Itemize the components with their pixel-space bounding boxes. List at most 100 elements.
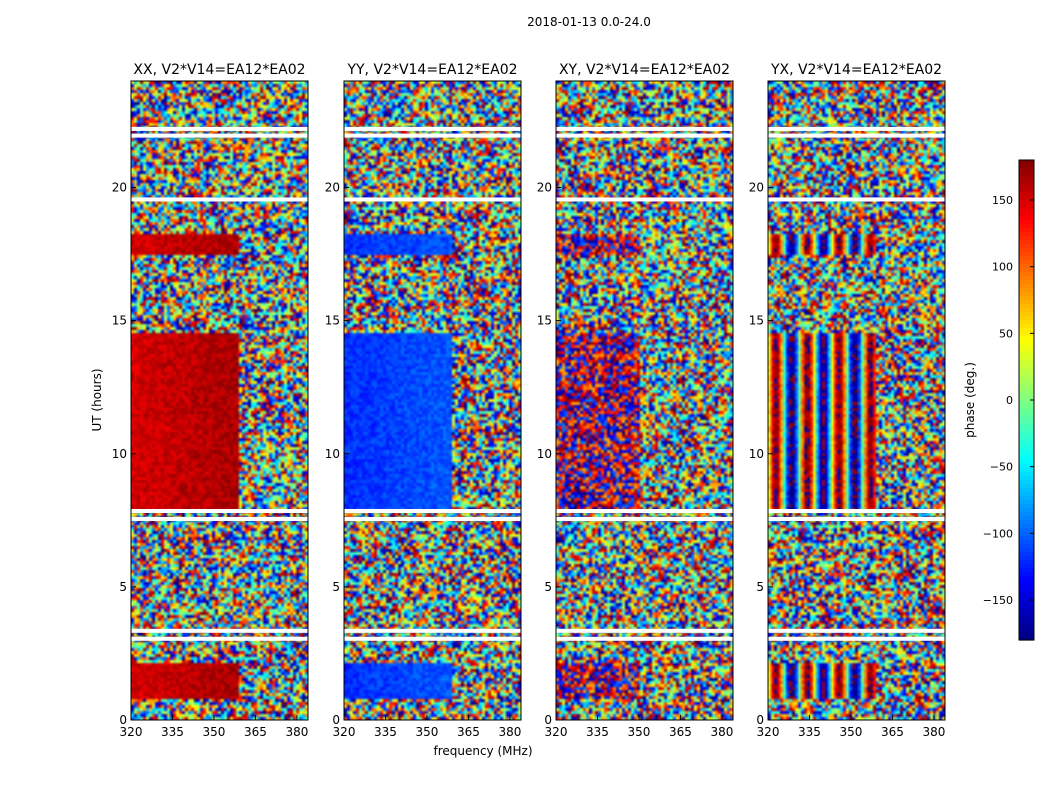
colorbar-segment xyxy=(1019,344,1034,349)
plot-frame xyxy=(555,80,734,721)
colorbar-segment xyxy=(1019,424,1034,429)
flagged-row xyxy=(131,508,308,513)
colorbar-segment xyxy=(1019,296,1034,301)
colorbar-segment xyxy=(1019,448,1034,453)
plot-frame xyxy=(130,80,309,721)
y-tick-label: 20 xyxy=(537,181,552,195)
flagged-row xyxy=(768,516,945,521)
colorbar-segment xyxy=(1019,536,1034,541)
flagged-row xyxy=(131,126,308,131)
colorbar-segment xyxy=(1019,528,1034,533)
x-tick-label: 335 xyxy=(586,725,609,739)
colorbar-segment xyxy=(1019,556,1034,561)
flagged-row xyxy=(768,508,945,513)
colorbar-segment xyxy=(1019,292,1034,297)
colorbar-segment xyxy=(1019,396,1034,401)
colorbar-segment xyxy=(1019,428,1034,433)
colorbar-segment xyxy=(1019,480,1034,485)
flagged-row xyxy=(131,628,308,633)
flagged-row xyxy=(556,508,733,513)
colorbar-segment xyxy=(1019,368,1034,373)
colorbar-segment xyxy=(1019,348,1034,353)
x-tick-label: 380 xyxy=(710,725,733,739)
x-tick-label: 335 xyxy=(161,725,184,739)
colorbar-segment xyxy=(1019,484,1034,489)
colorbar-segment xyxy=(1019,412,1034,417)
panel-3: YX, V2*V14=EA12*EA02 320 335 350 365 380 0 5 10 1… xyxy=(749,62,946,739)
plot-frame xyxy=(343,80,522,721)
flagged-row xyxy=(556,197,733,202)
colorbar-tick-label: 150 xyxy=(992,194,1013,207)
colorbar-segment xyxy=(1019,632,1034,637)
y-tick-label: 20 xyxy=(325,181,340,195)
x-tick-label: 365 xyxy=(669,725,692,739)
y-tick-label: 5 xyxy=(332,580,340,594)
y-tick-label: 15 xyxy=(112,314,127,328)
y-tick-label: 15 xyxy=(537,314,552,328)
flagged-row xyxy=(131,197,308,202)
colorbar-segment xyxy=(1019,172,1034,177)
colorbar-tick-label: −150 xyxy=(983,594,1013,607)
colorbar-segment xyxy=(1019,404,1034,409)
colorbar-segment xyxy=(1019,400,1034,405)
colorbar-segment xyxy=(1019,636,1034,641)
flagged-row xyxy=(344,516,521,521)
colorbar-segment xyxy=(1019,576,1034,581)
heatmap-image xyxy=(131,81,308,720)
colorbar-segment xyxy=(1019,316,1034,321)
colorbar-segment xyxy=(1019,268,1034,273)
colorbar-segment xyxy=(1019,600,1034,605)
colorbar-segment xyxy=(1019,192,1034,197)
colorbar-segment xyxy=(1019,616,1034,621)
colorbar-segment xyxy=(1019,224,1034,229)
colorbar-segment xyxy=(1019,432,1034,437)
colorbar-segment xyxy=(1019,160,1034,165)
panel-1: YY, V2*V14=EA12*EA02 320 335 350 365 380 0 5 10 1… xyxy=(325,62,522,739)
colorbar-segment xyxy=(1019,540,1034,545)
y-tick-label: 0 xyxy=(756,713,764,727)
colorbar-label: phase (deg.) xyxy=(963,362,977,438)
colorbar-segment xyxy=(1019,504,1034,509)
colorbar-segment xyxy=(1019,184,1034,189)
colorbar-segment xyxy=(1019,608,1034,613)
colorbar-segment xyxy=(1019,420,1034,425)
panels: XX, V2*V14=EA12*EA02 320 335 350 365 380 0 5 10 1… xyxy=(112,62,946,739)
colorbar-segment xyxy=(1019,468,1034,473)
colorbar-segment xyxy=(1019,220,1034,225)
colorbar-segment xyxy=(1019,436,1034,441)
colorbar-segment xyxy=(1019,408,1034,413)
colorbar-segment xyxy=(1019,596,1034,601)
colorbar-segment xyxy=(1019,196,1034,201)
colorbar-segment xyxy=(1019,560,1034,565)
flagged-row xyxy=(556,126,733,131)
y-tick-label: 15 xyxy=(749,314,764,328)
colorbar-segment xyxy=(1019,612,1034,617)
colorbar-segment xyxy=(1019,364,1034,369)
colorbar-segment xyxy=(1019,232,1034,237)
y-tick-label: 10 xyxy=(749,447,764,461)
colorbar-segment xyxy=(1019,312,1034,317)
colorbar-segment xyxy=(1019,168,1034,173)
colorbar-segment xyxy=(1019,228,1034,233)
colorbar-segment xyxy=(1019,236,1034,241)
y-tick-label: 20 xyxy=(749,181,764,195)
colorbar-segment xyxy=(1019,164,1034,169)
colorbar-segment xyxy=(1019,276,1034,281)
colorbar-segment xyxy=(1019,532,1034,537)
x-tick-label: 350 xyxy=(203,725,226,739)
panel-title: YY, V2*V14=EA12*EA02 xyxy=(346,62,517,78)
colorbar-segment xyxy=(1019,240,1034,245)
colorbar-segment xyxy=(1019,288,1034,293)
flagged-row xyxy=(556,628,733,633)
heatmap-image xyxy=(556,81,733,720)
x-tick-label: 380 xyxy=(285,725,308,739)
colorbar-segment xyxy=(1019,264,1034,269)
flagged-row xyxy=(131,636,308,641)
colorbar-segment xyxy=(1019,208,1034,213)
colorbar-segment xyxy=(1019,524,1034,529)
colorbar-segment xyxy=(1019,440,1034,445)
colorbar-segment xyxy=(1019,584,1034,589)
colorbar-segment xyxy=(1019,176,1034,181)
colorbar-segment xyxy=(1019,324,1034,329)
